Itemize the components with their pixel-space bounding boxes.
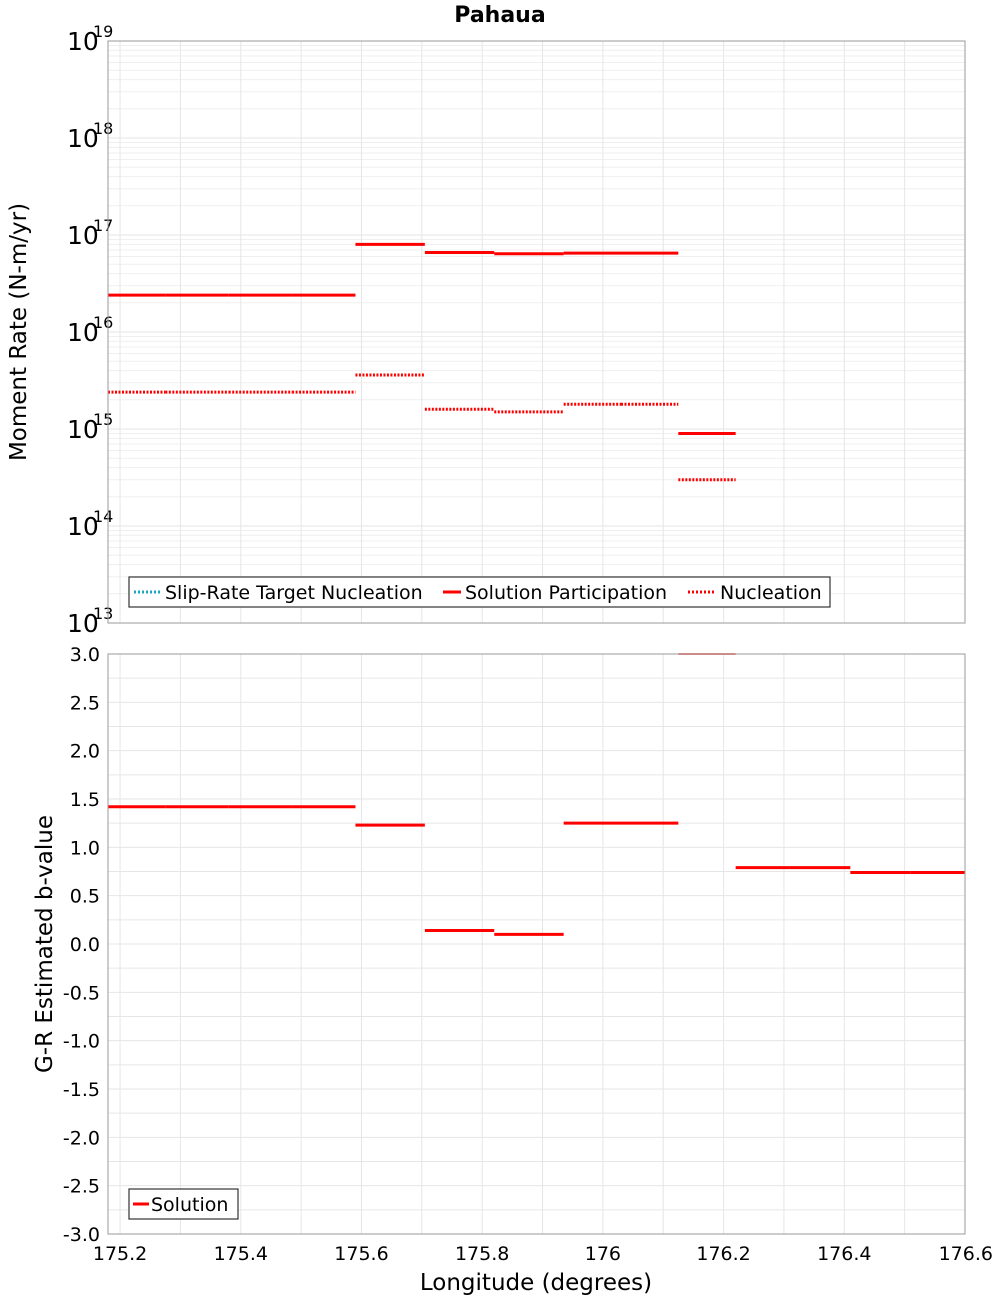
legend-label-nucleation: Nucleation xyxy=(720,582,822,604)
bottom-y-tick-label: 3.0 xyxy=(70,644,100,666)
top-y-tick-base: 10 xyxy=(67,124,99,153)
bottom-grid xyxy=(108,653,966,1235)
top-y-tick-exponent: 17 xyxy=(93,216,113,235)
legend-label-solution: Solution xyxy=(151,1194,228,1216)
x-axis-label: Longitude (degrees) xyxy=(420,1270,652,1296)
top-y-tick-exponent: 16 xyxy=(93,313,113,332)
bottom-y-tick-label: 1.0 xyxy=(70,837,100,859)
top-y-tick-exponent: 14 xyxy=(93,507,113,526)
top-y-tick-base: 10 xyxy=(67,318,99,347)
top-y-tick-base: 10 xyxy=(67,221,99,250)
x-tick-label: 175.8 xyxy=(455,1243,509,1265)
top-legend: Slip-Rate Target Nucleation Solution Par… xyxy=(128,576,831,608)
bottom-y-tick-label: 0.0 xyxy=(70,934,100,956)
bottom-y-tick-label: 1.5 xyxy=(70,789,100,811)
bottom-plot-frame xyxy=(107,653,966,1235)
legend-label-slip-rate-target: Slip-Rate Target Nucleation xyxy=(165,582,423,604)
bottom-y-tick-label: -1.5 xyxy=(63,1079,100,1101)
top-y-tick-base: 10 xyxy=(67,512,99,541)
x-tick-label: 175.2 xyxy=(93,1243,147,1265)
x-tick-label: 175.6 xyxy=(334,1243,388,1265)
bottom-panel: -3.0 -2.5 -2.0 -1.5 -1.0 -0.5 0.0 0.5 1.0 1.5 2.0 2… xyxy=(32,644,993,1296)
top-y-tick-exponent: 15 xyxy=(93,410,113,429)
bottom-y-tick-label: -0.5 xyxy=(63,982,100,1004)
bottom-series-1 xyxy=(108,653,965,936)
top-y-tick-exponent: 13 xyxy=(93,604,113,623)
bottom-y-tick-label: -1.0 xyxy=(63,1031,100,1053)
top-y-tick-base: 10 xyxy=(67,609,99,638)
bottom-x-ticks: 175.2 175.4 175.6 175.8 176 176.2 176.4 176.6 xyxy=(93,1243,993,1265)
bottom-y-tick-label: 0.5 xyxy=(70,886,100,908)
top-y-tick-base: 10 xyxy=(67,27,99,56)
top-y-tick-exponent: 18 xyxy=(93,119,113,138)
x-tick-label: 175.4 xyxy=(214,1243,268,1265)
bottom-series xyxy=(108,653,965,936)
top-y-tick-base: 10 xyxy=(67,415,99,444)
chart-title: Pahaua xyxy=(454,3,545,28)
x-tick-label: 176.6 xyxy=(939,1243,993,1265)
top-series-3 xyxy=(108,373,736,482)
bottom-y-tick-label: -2.5 xyxy=(63,1176,100,1198)
bottom-y-tick-label: -2.0 xyxy=(63,1127,100,1149)
top-y-tick-exponent: 19 xyxy=(93,22,113,41)
top-series-2 xyxy=(108,242,736,435)
bottom-y-axis-label: G-R Estimated b-value xyxy=(32,815,58,1073)
bottom-legend: Solution xyxy=(128,1188,239,1220)
top-y-axis-label: Moment Rate (N-m/yr) xyxy=(6,203,32,461)
top-series xyxy=(108,242,736,482)
x-tick-label: 176 xyxy=(585,1243,621,1265)
bottom-y-tick-label: -3.0 xyxy=(63,1224,100,1246)
bottom-y-ticks: -3.0 -2.5 -2.0 -1.5 -1.0 -0.5 0.0 0.5 1.0 1.5 2.0 2… xyxy=(63,644,100,1246)
bottom-y-tick-label: 2.5 xyxy=(70,692,100,714)
x-tick-label: 176.2 xyxy=(696,1243,750,1265)
x-tick-label: 176.4 xyxy=(817,1243,871,1265)
top-plot-frame xyxy=(107,40,966,624)
bottom-y-tick-label: 2.0 xyxy=(70,741,100,763)
legend-label-solution-participation: Solution Participation xyxy=(465,582,667,604)
